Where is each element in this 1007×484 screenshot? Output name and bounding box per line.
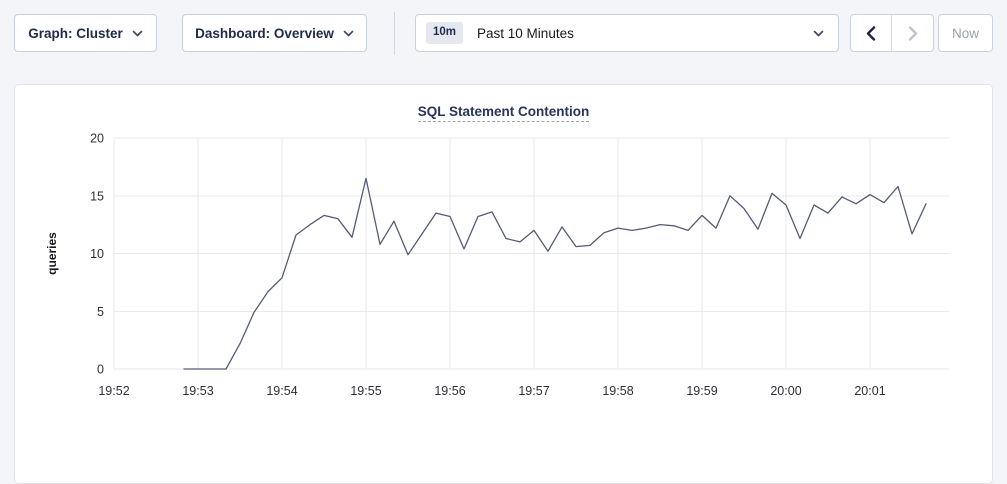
toolbar: Graph: Cluster Dashboard: Overview 10m P…: [0, 0, 1007, 70]
svg-text:19:56: 19:56: [434, 384, 465, 398]
next-time-window-button[interactable]: [892, 15, 933, 51]
svg-text:5: 5: [97, 305, 104, 319]
chevron-down-icon: [813, 30, 824, 37]
svg-text:19:54: 19:54: [266, 384, 297, 398]
now-button[interactable]: Now: [938, 14, 993, 52]
previous-time-window-button[interactable]: [851, 15, 892, 51]
time-window-arrow-group: [850, 14, 934, 52]
svg-text:19:52: 19:52: [98, 384, 129, 398]
svg-text:19:57: 19:57: [518, 384, 549, 398]
svg-text:19:53: 19:53: [182, 384, 213, 398]
svg-text:20:00: 20:00: [770, 384, 801, 398]
graph-scope-dropdown[interactable]: Graph: Cluster: [14, 14, 157, 52]
svg-text:20: 20: [90, 132, 104, 146]
chevron-down-icon: [132, 30, 143, 37]
chevron-down-icon: [343, 30, 354, 37]
svg-text:15: 15: [90, 189, 104, 203]
time-range-label: Past 10 Minutes: [477, 25, 574, 41]
svg-text:20:01: 20:01: [854, 384, 885, 398]
svg-text:19:59: 19:59: [686, 384, 717, 398]
graph-scope-dropdown-label: Graph: Cluster: [28, 25, 123, 41]
svg-text:10: 10: [90, 247, 104, 261]
chart-title-wrap: SQL Statement Contention: [15, 103, 992, 122]
chart-title[interactable]: SQL Statement Contention: [417, 104, 590, 122]
svg-text:queries: queries: [45, 232, 59, 275]
contention-chart-plot[interactable]: 0 5 10 15 20 19:52 19:53 19:54 19:55 19:56 19:57 19…: [15, 85, 992, 433]
chart-card: SQL Statement Contention 0 5 10 15 20 19:52 19…: [14, 84, 993, 484]
toolbar-divider: [394, 12, 395, 55]
svg-text:19:55: 19:55: [350, 384, 381, 398]
chevron-left-icon: [866, 25, 876, 41]
svg-text:0: 0: [97, 363, 104, 377]
time-range-badge: 10m: [426, 22, 464, 44]
dashboard-dropdown-label: Dashboard: Overview: [195, 25, 334, 41]
time-range-picker[interactable]: 10m Past 10 Minutes: [415, 14, 839, 52]
dashboard-dropdown[interactable]: Dashboard: Overview: [182, 14, 367, 52]
chevron-right-icon: [908, 25, 918, 41]
svg-text:19:58: 19:58: [602, 384, 633, 398]
